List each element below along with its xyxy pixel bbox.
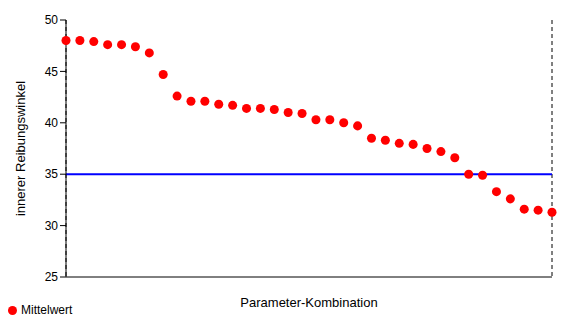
svg-text:50: 50 (45, 13, 59, 27)
svg-text:35: 35 (45, 167, 59, 181)
svg-text:40: 40 (45, 116, 59, 130)
svg-text:Parameter-Kombination: Parameter-Kombination (240, 295, 377, 310)
svg-text:innerer Reibungswinkel: innerer Reibungswinkel (13, 81, 28, 216)
html-text:Mittelwert: Mittelwert (21, 303, 73, 317)
svg-text:30: 30 (45, 219, 59, 233)
svg-text:25: 25 (45, 270, 59, 284)
svg-text:45: 45 (45, 65, 59, 79)
